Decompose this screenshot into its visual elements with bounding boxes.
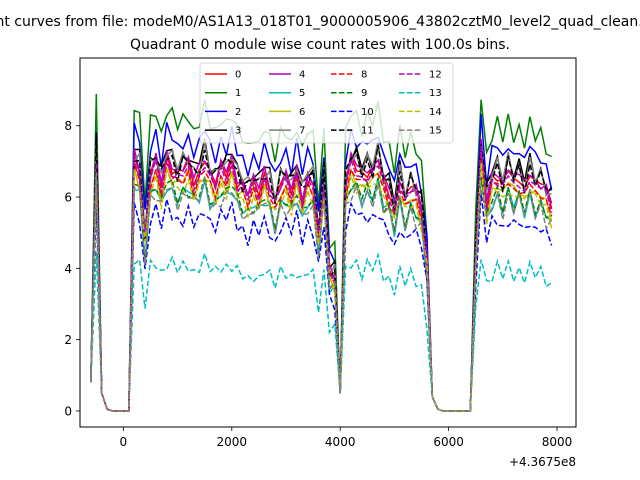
x-tick-label: 8000 <box>542 435 573 449</box>
legend-label-12: 12 <box>429 70 442 81</box>
figure-suptitle: Light curves from file: modeM0/AS1A13_01… <box>0 14 640 30</box>
axes-frame <box>79 57 577 428</box>
legend-label-9: 9 <box>361 88 367 99</box>
legend-label-0: 0 <box>235 70 241 81</box>
series-layer <box>90 93 553 412</box>
x-axis: 0 2000 4000 6000 8000 <box>120 427 573 449</box>
y-axis: 0 2 4 6 8 <box>64 119 80 418</box>
legend-label-2: 2 <box>235 107 241 118</box>
legend-label-13: 13 <box>429 88 442 99</box>
y-tick-label: 0 <box>64 404 72 418</box>
chart-title: Quadrant 0 module wise count rates with … <box>130 37 510 53</box>
x-tick-label: 0 <box>120 435 128 449</box>
legend-label-15: 15 <box>429 126 442 137</box>
x-axis-offset-label: +4.3675e8 <box>509 455 576 469</box>
legend-label-11: 11 <box>361 126 374 137</box>
legend-label-6: 6 <box>299 107 305 118</box>
legend-label-1: 1 <box>235 88 241 99</box>
series-line-9 <box>90 169 552 412</box>
y-tick-label: 4 <box>64 262 72 276</box>
legend-label-4: 4 <box>299 70 305 81</box>
series-line-10 <box>90 192 553 412</box>
legend-frame <box>199 62 454 144</box>
legend-label-8: 8 <box>361 70 367 81</box>
legend-label-14: 14 <box>429 107 442 118</box>
series-line-1 <box>90 93 552 412</box>
y-tick-label: 6 <box>64 191 72 205</box>
legend-label-10: 10 <box>361 107 374 118</box>
y-tick-label: 8 <box>64 119 72 133</box>
legend-label-7: 7 <box>299 126 305 137</box>
series-line-13 <box>90 250 553 412</box>
series-line-15 <box>90 172 553 412</box>
x-tick-label: 4000 <box>325 435 356 449</box>
legend-label-5: 5 <box>299 88 305 99</box>
x-tick-label: 2000 <box>217 435 248 449</box>
legend-label-3: 3 <box>235 126 241 137</box>
y-tick-label: 2 <box>64 333 72 347</box>
x-tick-label: 6000 <box>433 435 464 449</box>
